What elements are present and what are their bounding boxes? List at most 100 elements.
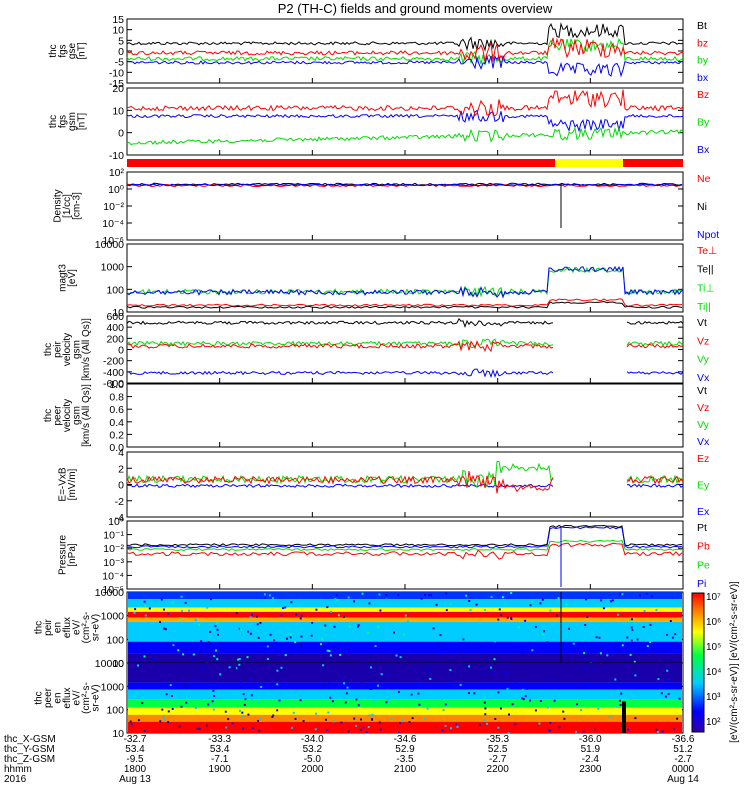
- legend-entry: by: [697, 55, 709, 67]
- heatmap-band: [128, 617, 682, 622]
- x-axis-row-label: thc_Z-GSM: [4, 754, 55, 765]
- heatmap-cell: [353, 600, 355, 603]
- y-axis-label: [nT]: [76, 113, 87, 130]
- heatmap-cell: [347, 730, 350, 733]
- heatmap-cell: [233, 667, 236, 670]
- heatmap-cell: [257, 701, 260, 704]
- heatmap-cell: [329, 696, 332, 699]
- legend-entry: Vx: [697, 436, 710, 448]
- heatmap-cell: [227, 718, 230, 721]
- heatmap-cell: [300, 635, 303, 638]
- heatmap-cell: [362, 660, 365, 663]
- heatmap-cell: [372, 672, 375, 675]
- y-axis-label: en: [53, 692, 64, 703]
- series-ti-perp-line: [126, 266, 684, 298]
- heatmap-cell: [515, 680, 518, 683]
- heatmap-cell: [500, 614, 502, 617]
- heatmap-cell: [450, 727, 452, 730]
- x-axis-value: 2200: [487, 764, 510, 775]
- heatmap-cell: [592, 668, 595, 671]
- heatmap-cell: [245, 642, 248, 645]
- heatmap-cell: [606, 654, 609, 657]
- y-tick-label: 400: [106, 322, 124, 334]
- heatmap-cell: [336, 667, 339, 670]
- y-tick-label: 10⁻²: [103, 543, 124, 555]
- heatmap-cell: [557, 597, 560, 600]
- heatmap-cell: [428, 594, 431, 597]
- heatmap-cell: [344, 701, 347, 704]
- heatmap-cell: [562, 710, 565, 713]
- heatmap-cell: [191, 659, 194, 662]
- heatmap-cell: [323, 682, 326, 685]
- series-bx-line: [127, 54, 684, 78]
- heatmap-band: [128, 663, 682, 683]
- heatmap-cell: [621, 644, 624, 647]
- heatmap-cell: [494, 718, 497, 720]
- heatmap-cell: [212, 689, 215, 692]
- heatmap-cell: [339, 653, 342, 656]
- heatmap-cell: [646, 645, 649, 647]
- y-axis-label: peer: [53, 405, 64, 426]
- y-axis-label: gse: [67, 43, 78, 60]
- heatmap-cell: [371, 718, 373, 721]
- heatmap-cell: [575, 730, 578, 733]
- y-tick-label: 0.0: [109, 442, 124, 454]
- heatmap-cell: [295, 613, 297, 616]
- heatmap-cell: [404, 614, 407, 617]
- y-tick-label: 0: [118, 480, 124, 492]
- heatmap-cell: [377, 625, 380, 628]
- y-axis-label: gsm: [72, 406, 83, 425]
- heatmap-cell: [371, 713, 374, 716]
- heatmap-cell: [216, 658, 219, 661]
- heatmap-cell: [273, 639, 276, 642]
- data-gap: [622, 701, 626, 733]
- legend-entry: Ne: [697, 173, 711, 185]
- heatmap-cell: [242, 693, 245, 695]
- y-axis-label: thc: [34, 621, 45, 634]
- y-axis-label: fgs: [57, 44, 68, 57]
- heatmap-cell: [214, 625, 217, 628]
- legend-entry: Vy: [697, 419, 710, 431]
- heatmap-cell: [159, 621, 161, 623]
- heatmap-cell: [526, 630, 529, 633]
- heatmap-cell: [486, 722, 488, 725]
- heatmap-cell: [584, 638, 586, 641]
- heatmap-cell: [399, 656, 402, 659]
- series-ey-line: [126, 460, 684, 489]
- heatmap-cell: [534, 709, 537, 712]
- y-tick-label: 10⁻¹: [103, 530, 124, 542]
- heatmap-cell: [556, 614, 559, 617]
- legend-entry: Pe: [697, 559, 710, 571]
- y-axis-label: [cm-3]: [72, 192, 83, 220]
- mode-strip: [127, 159, 683, 167]
- x-axis-row-label: thc_Y-GSM: [4, 744, 55, 755]
- heatmap-cell: [359, 679, 361, 682]
- heatmap-cell: [365, 731, 368, 734]
- heatmap-cell: [462, 638, 465, 641]
- series-bz-line: [126, 37, 684, 62]
- heatmap-cell: [666, 633, 669, 636]
- heatmap-cell: [418, 703, 421, 706]
- heatmap-cell: [276, 683, 279, 686]
- heatmap-cell: [235, 612, 238, 615]
- y-tick-label: 1000: [101, 262, 125, 274]
- y-tick-label: -15: [109, 78, 124, 90]
- heatmap-cell: [163, 718, 166, 721]
- heatmap-band: [128, 689, 682, 700]
- heatmap-cell: [276, 709, 279, 712]
- y-tick-label: 200: [106, 333, 124, 345]
- heatmap-cell: [517, 626, 520, 629]
- heatmap-cell: [185, 680, 187, 683]
- heatmap-cell: [292, 711, 295, 714]
- heatmap-cell: [657, 678, 660, 681]
- heatmap-cell: [199, 651, 202, 654]
- y-axis-label: [km/s (All Qs)]: [81, 384, 92, 447]
- y-axis-label: Density: [53, 189, 64, 222]
- heatmap-cell: [541, 598, 544, 601]
- heatmap-cell: [333, 625, 336, 628]
- heatmap-cell: [442, 708, 445, 711]
- series-vt-line: [126, 318, 684, 328]
- y-tick-label: 100: [106, 284, 124, 296]
- heatmap-cell: [521, 697, 524, 700]
- heatmap-cell: [468, 665, 471, 668]
